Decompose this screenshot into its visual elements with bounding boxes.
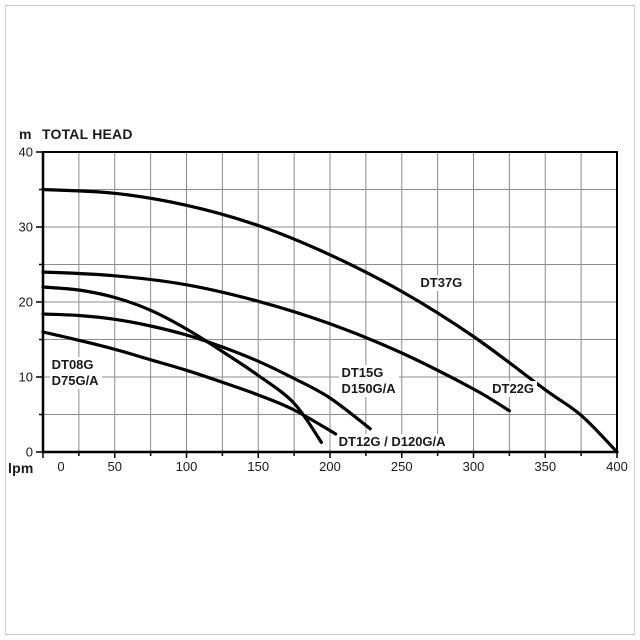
curve-label-dt15g: DT15G D150G/A	[339, 364, 399, 397]
curve-label-dt22g: DT22G	[490, 381, 538, 397]
x-axis-unit-label: lpm	[8, 460, 34, 476]
curve-dt22g	[41, 270, 511, 413]
curve-dt08g-d75g-a	[41, 330, 338, 436]
y-tick-label: 30	[19, 220, 33, 235]
x-tick-label: 400	[606, 459, 628, 474]
y-tick-label: 0	[26, 445, 33, 460]
x-tick-label: 50	[108, 459, 122, 474]
chart-title: TOTAL HEAD	[42, 126, 133, 142]
x-tick-label: 300	[463, 459, 485, 474]
x-tick-label: 200	[319, 459, 341, 474]
curve-label-dt37g: DT37G	[418, 275, 466, 292]
x-tick-label: 150	[247, 459, 269, 474]
y-tick-label: 20	[19, 295, 33, 310]
curve-label-dt08g: DT08G D75G/A	[49, 357, 102, 390]
x-tick-label: 350	[534, 459, 556, 474]
curve-label-dt12g: DT12G / D120G/A	[336, 433, 449, 450]
y-axis-unit-label: m	[19, 126, 32, 142]
x-tick-label: 0	[57, 459, 64, 474]
y-tick-label: 40	[19, 145, 33, 160]
x-tick-label: 100	[176, 459, 198, 474]
x-tick-label: 250	[391, 459, 413, 474]
y-tick-label: 10	[19, 370, 33, 385]
curve-dt37g	[41, 187, 619, 454]
curve-dt12g-d120g-a	[41, 285, 323, 444]
